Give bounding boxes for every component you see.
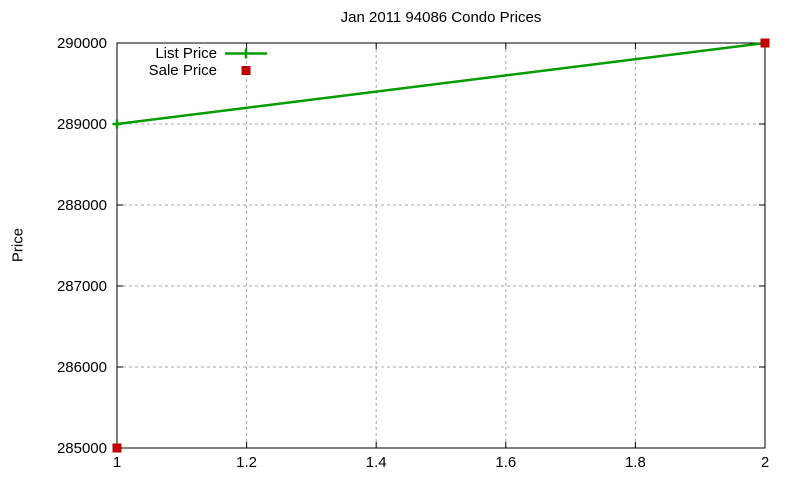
y-tick-label: 285000	[57, 440, 107, 457]
x-tick-label: 1	[113, 454, 121, 471]
legend: List Price Sale Price	[120, 45, 267, 79]
legend-label-sale-price: Sale Price	[148, 62, 217, 79]
y-tick-label: 287000	[57, 278, 107, 295]
x-tick-label: 1.8	[625, 454, 646, 471]
plot-border	[116, 42, 766, 449]
chart-title: Jan 2011 94086 Condo Prices	[340, 9, 542, 26]
legend-sample-square-icon	[241, 66, 251, 75]
x-tick-label: 1.2	[236, 454, 257, 471]
x-tick-label: 2	[761, 454, 769, 471]
x-tick-label: 1.6	[495, 454, 516, 471]
x-tick-label: 1.4	[366, 454, 387, 471]
legend-label-list-price: List Price	[155, 45, 217, 62]
series-line	[116, 41, 766, 126]
legend-item-sale-price: Sale Price	[120, 62, 267, 79]
square-marker	[112, 443, 122, 453]
y-tick-label: 286000	[57, 359, 107, 376]
y-tick-label: 290000	[57, 35, 107, 52]
legend-sample-line-icon	[225, 48, 267, 59]
y-tick-label: 288000	[57, 197, 107, 214]
square-marker	[760, 38, 770, 48]
legend-item-list-price: List Price	[120, 45, 267, 62]
y-tick-label: 289000	[57, 116, 107, 133]
